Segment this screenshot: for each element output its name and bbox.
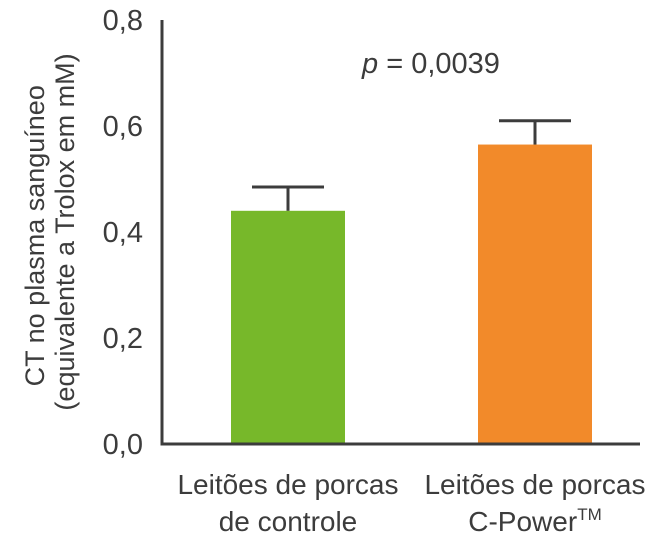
y-axis-title-line-1: CT no plasma sanguíneo [20,85,50,386]
y-tick-label: 0,2 [103,323,143,355]
bar [231,210,345,444]
y-axis-title: CT no plasma sanguíneo (equivalente a Tr… [20,53,80,410]
category-label-line-2: C-Power [468,506,577,537]
category-label: Leitões de porcas de controle [177,469,398,537]
y-axis-ticks: 0,0 0,2 0,4 0,6 0,8 [103,5,143,461]
p-value-annotation: p = 0,0039 [361,48,500,80]
category-label-line-1: Leitões de porcas [424,469,645,500]
p-value-text: = 0,0039 [378,48,500,80]
y-tick-label: 0,0 [103,429,143,461]
y-tick-label: 0,6 [103,111,143,143]
y-tick-label: 0,4 [103,217,143,249]
category-label: Leitões de porcas C-PowerTM [424,469,645,537]
category-label-line-2: de controle [219,506,358,537]
bar [478,144,592,445]
trademark-superscript: TM [577,505,602,524]
category-label-line-1: Leitões de porcas [177,469,398,500]
p-symbol: p [361,48,378,80]
y-axis-title-line-2: (equivalente a Trolox em mM) [50,53,80,410]
bars [231,119,592,445]
y-tick-label: 0,8 [103,5,143,37]
